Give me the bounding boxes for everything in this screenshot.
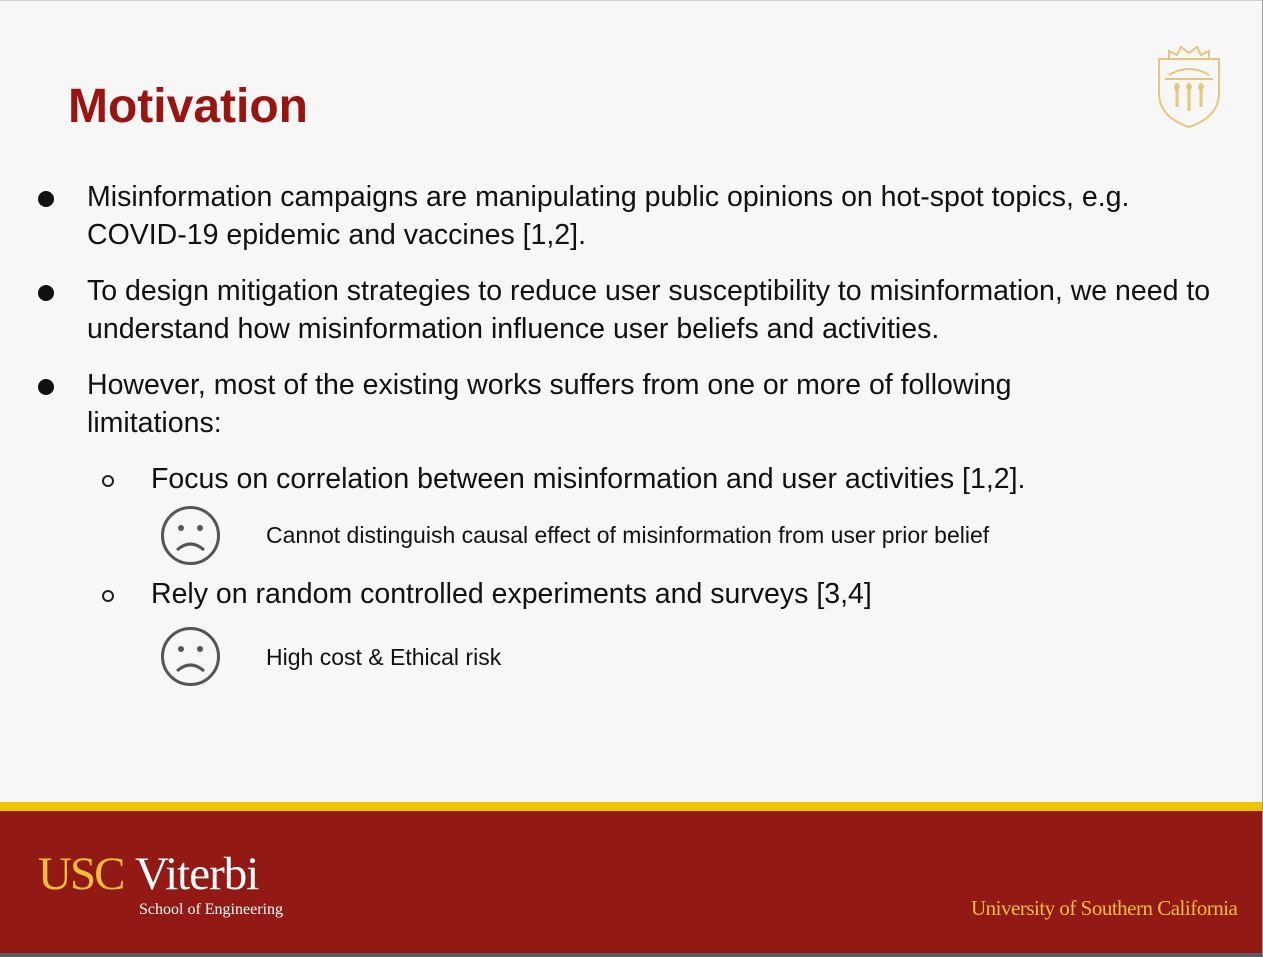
bullet-1: Misinformation campaigns are manipulatin… [87, 181, 1130, 251]
footer-gold-stripe [0, 802, 1262, 811]
sub-bullet-2: Rely on random controlled experiments an… [151, 578, 872, 610]
bullet-point-icon [38, 379, 54, 395]
sad-face-icon [161, 506, 220, 565]
sub-bullet-2-note: High cost & Ethical risk [266, 644, 502, 670]
sub-bullet-icon [102, 590, 114, 602]
viterbi-logo: Viterbi [135, 848, 259, 900]
school-of-engineering-label: School of Engineering [139, 901, 283, 918]
sub-bullet-1-note: Cannot distinguish causal effect of misi… [266, 522, 990, 548]
bullet-point-icon [38, 285, 54, 301]
university-name: University of Southern California [971, 896, 1238, 920]
slide-title: Motivation [68, 80, 308, 133]
sub-bullet-icon [102, 475, 114, 487]
sad-face-icon [161, 627, 220, 686]
bullet-point-icon [38, 191, 54, 207]
usc-logo: USC [38, 848, 125, 900]
sub-bullet-1: Focus on correlation between misinformat… [151, 463, 1026, 495]
bullet-2: To design mitigation strategies to reduc… [87, 275, 1211, 345]
footer-bar [0, 811, 1262, 953]
usc-seal-icon [1158, 45, 1220, 129]
bullet-3: However, most of the existing works suff… [87, 369, 1012, 439]
